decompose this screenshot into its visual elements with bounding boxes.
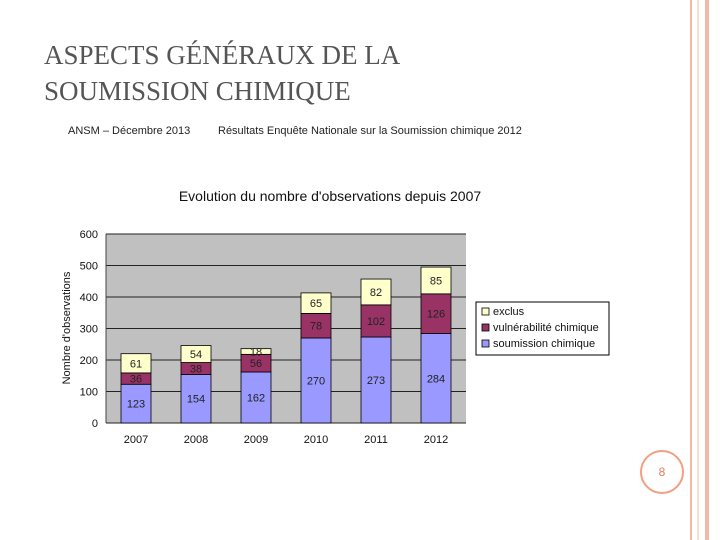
bar-segment bbox=[120, 353, 152, 374]
data-label: 54 bbox=[190, 349, 202, 361]
y-tick-label: 600 bbox=[80, 229, 98, 241]
data-label: 82 bbox=[370, 287, 382, 299]
legend-swatch bbox=[481, 339, 490, 348]
data-label: 65 bbox=[310, 298, 322, 310]
data-label: 154 bbox=[187, 394, 205, 406]
data-label: 78 bbox=[310, 321, 322, 333]
page-badge bbox=[640, 450, 684, 494]
bar-segment bbox=[240, 348, 272, 355]
data-label: 273 bbox=[367, 375, 385, 387]
bar-segment bbox=[420, 266, 452, 295]
slide-title: SOUMISSION CHIMIQUE bbox=[44, 76, 351, 106]
bar-segment bbox=[420, 293, 452, 334]
x-tick-label: 2007 bbox=[124, 434, 148, 446]
bar-segment bbox=[360, 336, 392, 424]
y-tick-label: 400 bbox=[80, 292, 98, 304]
bar-segment bbox=[300, 337, 332, 424]
data-label: 38 bbox=[190, 364, 202, 376]
slide-title: ASPECTS GÉNÉRAUX DE LA bbox=[44, 40, 401, 70]
bar-segment bbox=[180, 345, 212, 363]
header-left: ANSM – Décembre 2013 bbox=[68, 125, 190, 137]
chart: 0 100 200 300 400 500 600 2007 123 36 61 2008 154 38 5… bbox=[80, 229, 610, 446]
data-label: 36 bbox=[130, 374, 142, 386]
bar-segment bbox=[360, 278, 392, 306]
bar-segment bbox=[120, 383, 152, 424]
bar-segment bbox=[180, 374, 212, 424]
legend-swatch bbox=[481, 307, 490, 316]
x-tick-label: 2008 bbox=[184, 434, 208, 446]
data-label: 162 bbox=[247, 392, 265, 404]
chart-title: Evolution du nombre d'observations depui… bbox=[179, 188, 482, 204]
legend-box bbox=[475, 301, 610, 356]
data-label: 18 bbox=[250, 346, 262, 358]
y-tick-label: 200 bbox=[80, 355, 98, 367]
header-right: Résultats Enquête Nationale sur la Soumi… bbox=[218, 125, 522, 137]
data-label: 61 bbox=[130, 358, 142, 370]
legend-label: soumission chimique bbox=[493, 338, 595, 350]
data-label: 126 bbox=[427, 309, 445, 321]
x-tick-label: 2012 bbox=[424, 434, 448, 446]
page-number: 8 bbox=[659, 465, 666, 479]
data-label: 102 bbox=[367, 316, 385, 328]
legend-label: exclus bbox=[493, 306, 525, 318]
bar-segment bbox=[420, 333, 452, 424]
bar-segment bbox=[240, 371, 272, 424]
y-axis-label: Nombre d'observations bbox=[61, 271, 73, 384]
data-label: 284 bbox=[427, 373, 445, 385]
legend-swatch bbox=[481, 323, 490, 332]
x-tick-label: 2009 bbox=[244, 434, 268, 446]
bar-segment bbox=[360, 304, 392, 338]
x-tick-label: 2010 bbox=[304, 434, 328, 446]
y-tick-label: 0 bbox=[92, 418, 98, 430]
y-tick-label: 300 bbox=[80, 324, 98, 336]
data-label: 56 bbox=[250, 358, 262, 370]
data-label: 123 bbox=[127, 399, 145, 411]
y-tick-label: 100 bbox=[80, 387, 98, 399]
y-tick-label: 500 bbox=[80, 261, 98, 273]
data-label: 85 bbox=[430, 275, 442, 287]
bar-segment bbox=[300, 292, 332, 314]
data-label: 270 bbox=[307, 375, 325, 387]
x-tick-label: 2011 bbox=[364, 434, 388, 446]
legend-label: vulnérabilité chimique bbox=[493, 322, 599, 334]
